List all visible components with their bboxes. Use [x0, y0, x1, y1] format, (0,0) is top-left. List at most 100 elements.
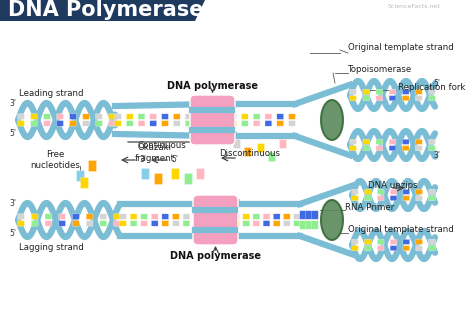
FancyBboxPatch shape [365, 245, 371, 251]
FancyBboxPatch shape [155, 174, 163, 184]
FancyBboxPatch shape [376, 89, 383, 94]
FancyBboxPatch shape [273, 214, 280, 219]
FancyBboxPatch shape [389, 146, 396, 151]
FancyBboxPatch shape [389, 96, 396, 101]
FancyBboxPatch shape [390, 189, 397, 194]
FancyBboxPatch shape [253, 221, 260, 226]
FancyBboxPatch shape [209, 114, 215, 119]
FancyBboxPatch shape [377, 239, 384, 245]
FancyBboxPatch shape [402, 89, 409, 94]
FancyBboxPatch shape [162, 221, 169, 226]
Text: Topoisomerase: Topoisomerase [348, 66, 412, 74]
FancyBboxPatch shape [428, 96, 436, 101]
Text: ScienceFacts.net: ScienceFacts.net [388, 4, 441, 9]
FancyBboxPatch shape [151, 214, 158, 219]
FancyBboxPatch shape [428, 239, 436, 245]
FancyBboxPatch shape [241, 121, 248, 126]
FancyBboxPatch shape [390, 196, 397, 201]
FancyBboxPatch shape [363, 139, 370, 144]
FancyBboxPatch shape [300, 211, 306, 219]
FancyBboxPatch shape [162, 214, 169, 219]
FancyBboxPatch shape [73, 214, 79, 219]
FancyBboxPatch shape [365, 189, 371, 194]
FancyBboxPatch shape [44, 114, 50, 119]
FancyBboxPatch shape [428, 139, 436, 144]
FancyBboxPatch shape [193, 214, 201, 219]
FancyBboxPatch shape [100, 221, 107, 226]
FancyBboxPatch shape [183, 214, 190, 219]
Ellipse shape [321, 100, 343, 140]
FancyBboxPatch shape [45, 214, 52, 219]
FancyBboxPatch shape [138, 121, 145, 126]
FancyBboxPatch shape [283, 221, 290, 226]
Text: 3': 3' [139, 156, 146, 164]
FancyBboxPatch shape [293, 214, 301, 219]
FancyBboxPatch shape [402, 139, 409, 144]
FancyBboxPatch shape [352, 239, 358, 245]
FancyBboxPatch shape [283, 214, 290, 219]
FancyBboxPatch shape [352, 189, 358, 194]
FancyBboxPatch shape [363, 146, 370, 151]
FancyBboxPatch shape [81, 177, 89, 189]
Text: 5': 5' [9, 129, 16, 139]
FancyBboxPatch shape [403, 239, 410, 245]
FancyBboxPatch shape [162, 114, 168, 119]
FancyBboxPatch shape [56, 121, 64, 126]
FancyBboxPatch shape [263, 221, 270, 226]
Ellipse shape [321, 200, 343, 240]
FancyBboxPatch shape [119, 214, 127, 219]
FancyBboxPatch shape [114, 221, 120, 226]
FancyBboxPatch shape [185, 114, 192, 119]
FancyBboxPatch shape [183, 221, 190, 226]
Text: Okazaki
fragment: Okazaki fragment [135, 143, 175, 163]
FancyBboxPatch shape [289, 114, 295, 119]
FancyBboxPatch shape [185, 121, 192, 126]
FancyBboxPatch shape [119, 221, 127, 226]
FancyBboxPatch shape [253, 114, 260, 119]
FancyBboxPatch shape [56, 114, 64, 119]
FancyBboxPatch shape [428, 89, 436, 94]
FancyBboxPatch shape [114, 214, 120, 219]
FancyBboxPatch shape [415, 96, 422, 101]
FancyBboxPatch shape [402, 96, 409, 101]
FancyBboxPatch shape [415, 139, 422, 144]
FancyBboxPatch shape [115, 121, 121, 126]
FancyBboxPatch shape [363, 96, 370, 101]
FancyBboxPatch shape [416, 189, 422, 194]
FancyBboxPatch shape [82, 121, 90, 126]
FancyBboxPatch shape [273, 221, 280, 226]
FancyBboxPatch shape [193, 221, 201, 226]
FancyBboxPatch shape [127, 114, 133, 119]
FancyBboxPatch shape [162, 121, 168, 126]
Text: Lagging strand: Lagging strand [19, 243, 84, 252]
FancyBboxPatch shape [277, 121, 283, 126]
FancyBboxPatch shape [350, 139, 356, 144]
FancyBboxPatch shape [109, 121, 115, 126]
FancyBboxPatch shape [96, 121, 102, 126]
FancyBboxPatch shape [31, 114, 37, 119]
FancyBboxPatch shape [31, 121, 37, 126]
FancyBboxPatch shape [300, 221, 306, 229]
FancyBboxPatch shape [416, 245, 422, 251]
FancyBboxPatch shape [127, 121, 133, 126]
FancyBboxPatch shape [173, 114, 180, 119]
FancyBboxPatch shape [115, 114, 121, 119]
FancyBboxPatch shape [197, 114, 204, 119]
FancyBboxPatch shape [100, 214, 107, 219]
FancyBboxPatch shape [86, 221, 93, 226]
FancyBboxPatch shape [229, 114, 237, 119]
FancyBboxPatch shape [173, 214, 179, 219]
Text: 5': 5' [9, 230, 16, 238]
FancyBboxPatch shape [402, 146, 409, 151]
Text: Discontinuous: Discontinuous [219, 149, 281, 157]
FancyBboxPatch shape [306, 221, 312, 229]
FancyBboxPatch shape [233, 214, 239, 219]
FancyBboxPatch shape [190, 95, 235, 145]
FancyBboxPatch shape [193, 195, 238, 245]
FancyBboxPatch shape [243, 221, 250, 226]
FancyBboxPatch shape [173, 221, 179, 226]
FancyBboxPatch shape [197, 121, 204, 126]
FancyBboxPatch shape [31, 214, 38, 219]
FancyBboxPatch shape [82, 114, 90, 119]
FancyBboxPatch shape [265, 121, 272, 126]
